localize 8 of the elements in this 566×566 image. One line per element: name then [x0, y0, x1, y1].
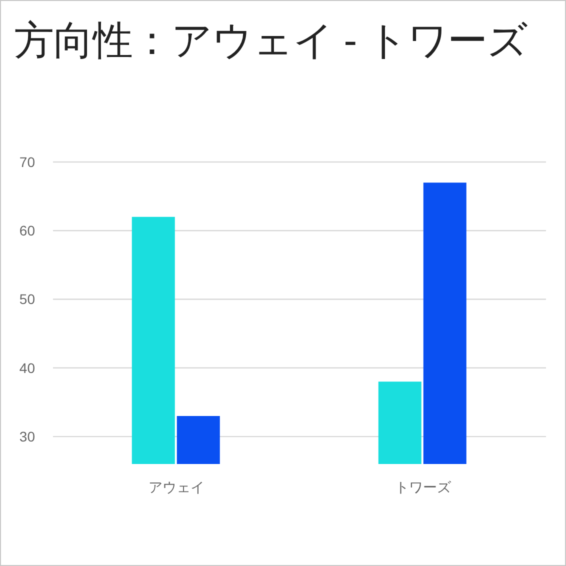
y-tick-label: 40 [19, 360, 36, 376]
y-tick-label: 60 [19, 222, 36, 239]
y-tick-label: 30 [19, 428, 36, 445]
x-tick-label: アウェイ [148, 478, 204, 495]
y-tick-label: 70 [19, 154, 36, 170]
chart-title: 方向性：アウェイ - トワーズ [14, 18, 528, 65]
x-tick-label: トワーズ [394, 478, 452, 495]
y-tick-label: 50 [19, 291, 36, 308]
